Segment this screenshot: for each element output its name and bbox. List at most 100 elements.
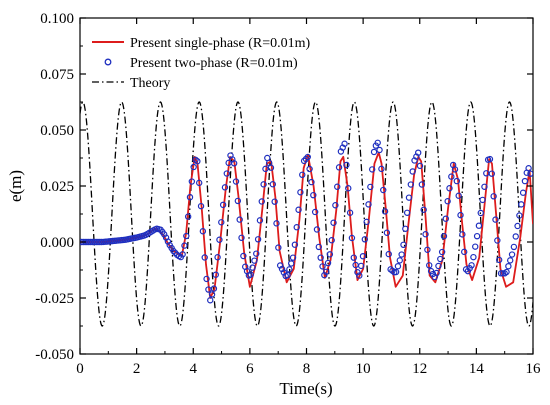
two-phase-point (350, 254, 357, 261)
two-phase-point (181, 242, 188, 249)
two-phase-point (348, 234, 356, 242)
two-phase-point (199, 228, 207, 235)
two-phase-point (310, 191, 317, 199)
two-phase-point (444, 198, 451, 205)
x-tick-label: 14 (469, 361, 485, 377)
two-phase-point (291, 241, 299, 248)
x-tick-label: 16 (526, 361, 542, 377)
two-phase-point (343, 161, 350, 169)
two-phase-point (284, 271, 291, 279)
two-phase-point (368, 166, 376, 173)
two-phase-point (392, 268, 400, 276)
two-phase-point (240, 252, 247, 260)
two-phase-point (359, 252, 367, 260)
two-phase-point (475, 222, 483, 229)
two-phase-point (273, 220, 280, 227)
two-phase-point (507, 257, 514, 264)
two-phase-point (516, 212, 523, 219)
two-phase-point (446, 185, 453, 192)
two-phase-point (527, 170, 533, 177)
two-phase-point (503, 268, 510, 276)
two-phase-point (190, 163, 197, 171)
two-phase-point (184, 213, 192, 220)
two-phase-point (218, 219, 225, 226)
two-phase-point (451, 166, 459, 173)
x-tick-label: 12 (412, 361, 427, 377)
two-phase-point (519, 189, 527, 196)
two-phase-point (288, 260, 295, 267)
two-phase-point (525, 165, 532, 172)
two-phase-point (334, 183, 341, 190)
two-phase-point (271, 198, 278, 205)
two-phase-point (492, 216, 499, 223)
two-phase-point (304, 153, 311, 161)
two-phase-point (405, 194, 413, 201)
two-phase-point (253, 250, 260, 257)
y-tick-label: 0.100 (40, 11, 74, 27)
two-phase-point (330, 219, 337, 226)
two-phase-point (512, 233, 519, 240)
two-phase-point (367, 183, 374, 191)
legend-two-phase-label: Present two-phase (R=0.01m) (130, 56, 298, 71)
x-tick-label: 0 (76, 361, 84, 377)
two-phase-point (195, 179, 203, 187)
two-phase-point (400, 241, 407, 248)
two-phase-point (238, 234, 245, 241)
two-phase-point (223, 170, 230, 177)
two-phase-point (275, 244, 282, 251)
y-tick-label: 0.050 (40, 123, 74, 139)
two-phase-point (414, 149, 422, 156)
two-phase-point (221, 184, 229, 191)
two-phase-point (208, 291, 216, 298)
two-phase-point (462, 266, 470, 273)
y-tick-label: 0.075 (40, 67, 74, 83)
two-phase-point (216, 236, 223, 243)
two-phase-point (267, 164, 275, 171)
two-phase-point (486, 155, 494, 163)
two-phase-point (370, 148, 378, 156)
two-phase-point (328, 237, 335, 244)
two-phase-point (297, 189, 304, 196)
two-phase-point (510, 243, 518, 251)
two-phase-point (403, 209, 411, 216)
two-phase-point (249, 264, 256, 271)
two-phase-point (346, 209, 354, 216)
two-phase-point (424, 246, 431, 253)
two-phase-point (247, 271, 254, 278)
two-phase-point (402, 225, 409, 232)
two-phase-point (254, 236, 262, 243)
two-phase-point (420, 206, 427, 213)
two-phase-point (326, 251, 334, 258)
two-phase-point (381, 208, 389, 215)
two-phase-point (383, 229, 391, 236)
two-phase-point (440, 232, 448, 240)
x-tick-label: 8 (303, 361, 311, 377)
two-phase-point (313, 226, 321, 233)
two-phase-point (378, 165, 385, 173)
two-phase-point (435, 262, 442, 270)
two-phase-point (332, 202, 339, 209)
two-phase-point (286, 266, 293, 273)
two-phase-point (426, 262, 433, 269)
x-axis-label: Time(s) (279, 379, 332, 398)
theory-layer (80, 101, 533, 327)
y-axis-label: e(m) (6, 170, 25, 202)
legend: Present single-phase (R=0.01m) Present t… (92, 36, 310, 91)
two-phase-point (514, 222, 521, 230)
x-tick-label: 2 (133, 361, 141, 377)
two-phase-point (183, 232, 190, 240)
two-phase-point (269, 181, 277, 188)
y-tick-label: 0.025 (40, 179, 74, 195)
x-tick-label: 10 (356, 361, 371, 377)
two-phase-point (354, 269, 361, 276)
two-phase-point (488, 170, 496, 177)
two-phase-point (374, 139, 381, 146)
plot-area (79, 17, 534, 355)
two-phase-point (495, 256, 503, 264)
two-phase-point (295, 206, 302, 213)
two-phase-point (490, 193, 497, 200)
y-tick-label: -0.025 (35, 291, 74, 307)
x-tick-label: 4 (190, 361, 198, 377)
y-axis-ticks: -0.050 -0.025 0.000 0.025 0.050 0.075 0.100 (35, 11, 533, 363)
two-phase-point (448, 173, 455, 180)
